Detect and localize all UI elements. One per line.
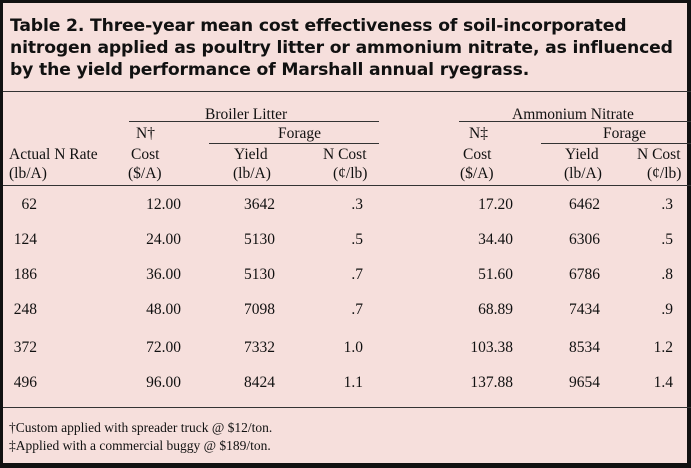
bl-yield-cell: 8424 bbox=[244, 374, 275, 391]
n-cost-2-unit: ($/A) bbox=[460, 165, 494, 182]
bl-ncost-cell: .5 bbox=[351, 231, 363, 248]
ncost-2-header: N Cost bbox=[637, 146, 681, 163]
title-rule bbox=[3, 91, 691, 92]
rate-header: Actual N Rate bbox=[9, 146, 98, 163]
an-ncost-cell: .8 bbox=[661, 266, 673, 283]
broiler-litter-header: Broiler Litter bbox=[205, 106, 288, 123]
an-cost-cell: 51.60 bbox=[478, 266, 513, 283]
bottom-rule bbox=[3, 407, 691, 408]
ammonium-nitrate-rule bbox=[459, 121, 691, 122]
an-ncost-cell: .3 bbox=[661, 196, 673, 213]
rate-cell: 186 bbox=[13, 266, 37, 283]
n-cost-2-mid: Cost bbox=[463, 146, 492, 163]
footnote-1: †Custom applied with spreader truck @ $1… bbox=[9, 420, 273, 435]
forage-2-rule bbox=[541, 143, 691, 144]
forage-1-header: Forage bbox=[278, 125, 322, 142]
rate-cell: 124 bbox=[13, 231, 37, 248]
n-cost-2-top: N‡ bbox=[469, 125, 488, 142]
bl-ncost-cell: .7 bbox=[351, 266, 363, 283]
yield-2-header: Yield bbox=[565, 146, 599, 163]
an-cost-cell: 103.38 bbox=[470, 339, 513, 356]
yield-1-unit: (lb/A) bbox=[233, 165, 271, 182]
bl-yield-cell: 5130 bbox=[244, 266, 275, 283]
an-yield-cell: 6462 bbox=[569, 196, 600, 213]
bl-yield-cell: 3642 bbox=[244, 196, 275, 213]
bl-ncost-cell: .3 bbox=[351, 196, 363, 213]
bl-ncost-cell: 1.1 bbox=[343, 374, 363, 391]
forage-1-rule bbox=[209, 143, 379, 144]
bl-cost-cell: 24.00 bbox=[146, 231, 181, 248]
bl-cost-cell: 96.00 bbox=[146, 374, 181, 391]
bl-yield-cell: 7332 bbox=[244, 339, 275, 356]
rate-cell: 372 bbox=[13, 339, 37, 356]
an-yield-cell: 6786 bbox=[569, 266, 600, 283]
bl-cost-cell: 12.00 bbox=[146, 196, 181, 213]
an-cost-cell: 137.88 bbox=[470, 374, 513, 391]
an-yield-cell: 9654 bbox=[569, 374, 600, 391]
yield-1-header: Yield bbox=[234, 146, 268, 163]
broiler-litter-rule bbox=[129, 121, 379, 122]
an-ncost-cell: .9 bbox=[661, 301, 673, 318]
an-yield-cell: 8534 bbox=[569, 339, 600, 356]
an-cost-cell: 68.89 bbox=[478, 301, 513, 318]
an-ncost-cell: 1.4 bbox=[653, 374, 673, 391]
ammonium-nitrate-header: Ammonium Nitrate bbox=[512, 106, 634, 123]
rate-cell: 496 bbox=[13, 374, 37, 391]
an-cost-cell: 17.20 bbox=[478, 196, 513, 213]
rate-cell: 248 bbox=[13, 301, 37, 318]
bl-ncost-cell: .7 bbox=[351, 301, 363, 318]
rate-cell: 62 bbox=[21, 196, 38, 213]
an-ncost-cell: 1.2 bbox=[653, 339, 673, 356]
an-ncost-cell: .5 bbox=[661, 231, 673, 248]
an-cost-cell: 34.40 bbox=[478, 231, 513, 248]
footnote-2: ‡Applied with a commercial buggy @ $189/… bbox=[9, 438, 271, 453]
table-title: Table 2. Three-year mean cost effectiven… bbox=[10, 16, 673, 80]
bl-yield-cell: 5130 bbox=[244, 231, 275, 248]
bl-cost-cell: 36.00 bbox=[146, 266, 181, 283]
ncost-2-unit: (¢/lb) bbox=[647, 165, 682, 182]
yield-2-unit: (lb/A) bbox=[564, 165, 602, 182]
bl-yield-cell: 7098 bbox=[244, 301, 275, 318]
n-cost-1-unit: ($/A) bbox=[128, 165, 162, 182]
n-cost-1-top: N† bbox=[136, 125, 155, 142]
ncost-1-header: N Cost bbox=[323, 146, 367, 163]
rate-unit: (lb/A) bbox=[9, 165, 47, 182]
forage-2-header: Forage bbox=[603, 125, 647, 142]
n-cost-1-mid: Cost bbox=[131, 146, 160, 163]
bl-ncost-cell: 1.0 bbox=[343, 339, 363, 356]
ncost-1-unit: (¢/lb) bbox=[333, 165, 368, 182]
an-yield-cell: 6306 bbox=[569, 231, 600, 248]
header-rule bbox=[3, 185, 691, 186]
an-yield-cell: 7434 bbox=[569, 301, 600, 318]
bl-cost-cell: 48.00 bbox=[146, 301, 181, 318]
bl-cost-cell: 72.00 bbox=[146, 339, 181, 356]
